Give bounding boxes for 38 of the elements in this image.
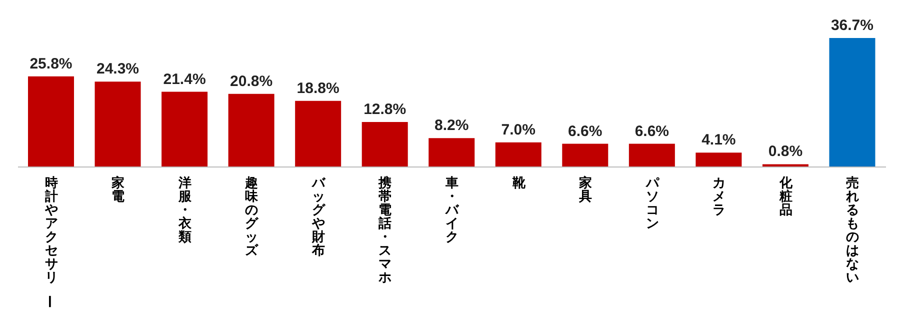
bar (495, 142, 542, 167)
data-label: 21.4% (163, 70, 206, 88)
bar (28, 76, 74, 167)
x-tick-label: 化粧品 (778, 176, 794, 218)
data-label: 7.0% (501, 121, 536, 138)
bar (628, 144, 675, 167)
bar (228, 94, 274, 167)
data-label: 6.6% (568, 122, 602, 140)
x-tick-label: 靴 (511, 176, 526, 191)
bar (94, 82, 141, 167)
bar (362, 122, 408, 167)
data-label: 8.2% (434, 117, 469, 134)
x-tick-label: 車・バイク (444, 176, 460, 245)
data-label: 24.3% (96, 60, 140, 78)
x-tick-label: 家具 (578, 175, 592, 204)
data-label: 25.8% (30, 55, 72, 72)
bar (829, 38, 876, 167)
data-label: 18.8% (296, 80, 340, 97)
x-tick-label: 売れるものはない (845, 176, 860, 286)
x-tick-label: カメラ (712, 176, 726, 218)
x-tick-label: バッグや財布 (310, 176, 326, 258)
bar (562, 144, 608, 167)
data-label: 12.8% (364, 101, 406, 118)
data-label: 6.6% (634, 122, 670, 140)
x-tick-label: 携帯電話・スマホ (378, 175, 392, 286)
data-label: 4.1% (702, 132, 736, 149)
bar (428, 138, 475, 167)
x-tick-label: 趣味のグッズ (244, 176, 260, 258)
bar (696, 152, 742, 167)
x-tick-label: 洋服・衣類 (177, 176, 192, 245)
x-tick-label: パソコン (644, 176, 660, 232)
data-label: 0.8% (768, 143, 803, 160)
bar (162, 92, 208, 167)
data-label: 36.7% (830, 17, 874, 34)
category-label: 時計やアクセサリー (40, 176, 58, 308)
bar (295, 100, 342, 167)
x-tick-label: 家電 (110, 175, 125, 204)
data-label: 20.8% (230, 72, 273, 90)
